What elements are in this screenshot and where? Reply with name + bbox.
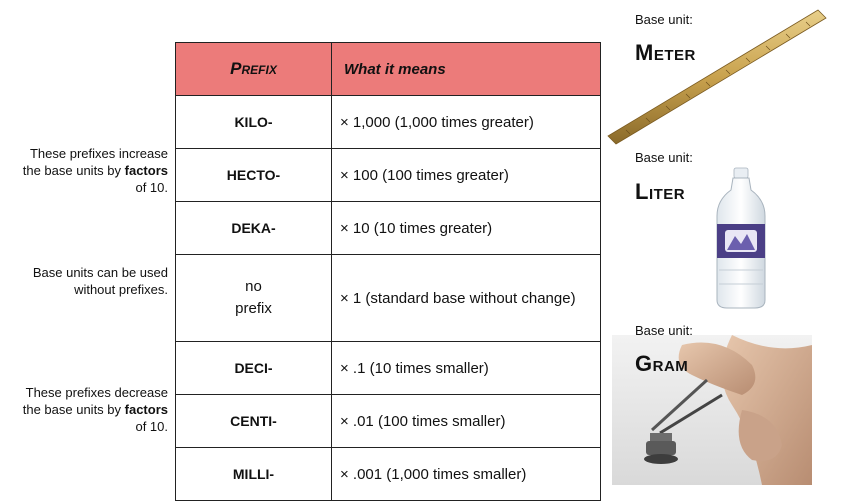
meaning-cell: × 1,000 (1,000 times greater) — [331, 95, 601, 149]
note-increase-end: of 10. — [135, 180, 168, 195]
header-meaning: What it means — [331, 42, 601, 96]
meaning-cell: × 1 (standard base without change) — [331, 254, 601, 342]
prefix-line2: prefix — [235, 300, 272, 317]
gram-weight-image — [612, 335, 812, 485]
prefix-cell: MILLI- — [175, 447, 332, 501]
base-unit-gram: Gram — [635, 351, 689, 376]
meaning-cell: × .1 (10 times smaller) — [331, 341, 601, 395]
water-bottle-image — [716, 167, 766, 309]
meaning-cell: × .001 (1,000 times smaller) — [331, 447, 601, 501]
meaning-cell: × .01 (100 times smaller) — [331, 394, 601, 448]
note-decrease-end: of 10. — [135, 419, 168, 434]
prefix-cell: HECTO- — [175, 148, 332, 202]
note-increase-bold: factors — [124, 163, 168, 178]
note-decrease-text: These prefixes decrease the base units b… — [22, 385, 168, 417]
base-unit-label: Base unit: — [635, 12, 693, 27]
prefix-cell: KILO- — [175, 95, 332, 149]
note-base: Base units can be used without prefixes. — [32, 265, 168, 297]
table-row: no prefix × 1 (standard base without chan… — [175, 254, 601, 342]
prefix-table: Prefix What it means KILO- × 1,000 (1,00… — [175, 42, 601, 501]
note-increase: These prefixes increase the base units b… — [20, 145, 168, 196]
prefix-line1: no — [245, 278, 262, 295]
table-row: CENTI- × .01 (100 times smaller) — [175, 394, 601, 448]
prefix-cell: CENTI- — [175, 394, 332, 448]
table-header-row: Prefix What it means — [175, 42, 601, 96]
base-unit-label: Base unit: — [635, 323, 693, 338]
table-row: DEKA- × 10 (10 times greater) — [175, 201, 601, 255]
prefix-cell: DEKA- — [175, 201, 332, 255]
table-row: DECI- × .1 (10 times smaller) — [175, 341, 601, 395]
base-unit-label: Base unit: — [635, 150, 693, 165]
note-decrease: These prefixes decrease the base units b… — [20, 384, 168, 435]
table-row: MILLI- × .001 (1,000 times smaller) — [175, 447, 601, 501]
table-row: KILO- × 1,000 (1,000 times greater) — [175, 95, 601, 149]
note-increase-text: These prefixes increase the base units b… — [22, 146, 168, 178]
meter-stick-image — [607, 9, 827, 145]
base-unit-liter: Liter — [635, 179, 686, 204]
table-row: HECTO- × 100 (100 times greater) — [175, 148, 601, 202]
header-prefix: Prefix — [175, 42, 332, 96]
base-unit-meter: Meter — [635, 40, 696, 65]
prefix-cell: DECI- — [175, 341, 332, 395]
meaning-cell: × 100 (100 times greater) — [331, 148, 601, 202]
prefix-cell: no prefix — [175, 254, 332, 342]
note-decrease-bold: factors — [124, 402, 168, 417]
meaning-cell: × 10 (10 times greater) — [331, 201, 601, 255]
